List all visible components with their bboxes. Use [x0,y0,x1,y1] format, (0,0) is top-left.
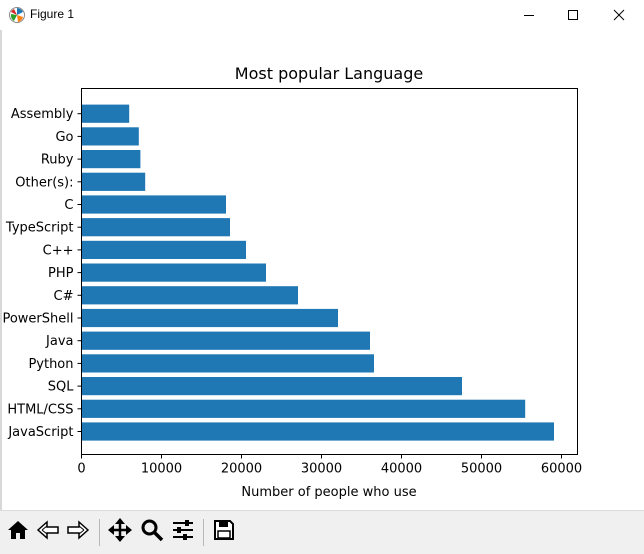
y-tick-label: C [64,198,73,213]
bar-other-s [82,172,146,191]
y-tick-label: PowerShell [2,312,73,327]
window-left-edge [0,30,2,510]
x-tick-label: 30000 [301,462,342,477]
y-tick-label: C++ [43,243,74,258]
configure-subplots-button[interactable] [169,518,197,546]
minimize-button[interactable] [506,0,552,30]
y-tick-label: Assembly [11,107,74,122]
back-icon [36,519,60,545]
y-tick-label: Go [55,130,73,145]
forward-button[interactable] [64,518,92,546]
pan-icon [108,518,132,546]
x-tick-label: 0 [77,462,85,477]
y-tick-label: Python [28,357,73,372]
close-icon [613,9,625,21]
y-tick-label: HTML/CSS [7,402,73,417]
y-tick-label: Java [45,334,73,349]
bar-chart: Most popular Language JavaScript HTML/CSS… [2,64,582,500]
bar-sql [82,377,462,396]
x-tick-label: 10000 [141,462,182,477]
x-tick-label: 50000 [461,462,502,477]
minimize-icon [523,9,535,21]
configure-subplots-icon [171,518,195,546]
x-axis-label: Number of people who use [241,485,416,500]
y-tick-label: Other(s): [15,175,73,190]
y-tick-label: PHP [48,266,74,281]
x-tick-label: 40000 [381,462,422,477]
save-icon [213,519,235,545]
bar-assembly [82,104,130,123]
toolbar-separator [99,519,100,546]
figure-canvas[interactable]: Most popular Language JavaScript HTML/CSS… [2,30,642,510]
bar-c [82,240,246,259]
bar-php [82,263,266,282]
zoom-button[interactable] [138,518,166,546]
matplotlib-icon [8,6,26,24]
x-ticks: 0 10000 20000 30000 40000 50000 60000 [77,454,582,477]
save-button[interactable] [210,518,238,546]
bars-group [82,104,554,441]
bar-javascript [82,422,554,441]
y-tick-label: Ruby [41,153,74,168]
maximize-button[interactable] [550,0,596,30]
axes-frame [81,88,578,455]
maximize-icon [567,9,579,21]
y-tick-label: TypeScript [5,221,74,236]
x-tick-label: 60000 [541,462,582,477]
close-button[interactable] [596,0,642,30]
bar-powershell [82,308,338,328]
chart-title: Most popular Language [235,64,423,83]
bar-c [82,195,226,214]
bar-c [82,286,298,305]
bar-python [82,354,374,373]
zoom-icon [140,518,164,546]
back-button[interactable] [34,518,62,546]
y-tick-labels: JavaScript HTML/CSS SQL Python Java PowerShel… [2,107,82,440]
forward-icon [66,519,90,545]
bar-ruby [82,150,141,169]
bar-java [82,331,370,350]
y-tick-label: C# [54,289,74,304]
home-button[interactable] [4,518,32,546]
home-icon [7,519,29,545]
window-titlebar: Figure 1 [0,0,644,30]
y-tick-label: SQL [48,380,74,395]
pan-button[interactable] [106,518,134,546]
y-tick-label: JavaScript [7,425,73,440]
navigation-toolbar [0,510,644,554]
toolbar-separator [203,519,204,546]
bar-typescript [82,218,230,237]
x-tick-label: 20000 [221,462,262,477]
bar-html-css [82,399,526,418]
bar-go [82,127,139,146]
window-title: Figure 1 [30,7,75,21]
